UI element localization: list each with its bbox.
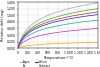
Carbon dioxide [61,43,62,44]
Carbon dioxide [97,42,99,43]
Air [17,48,19,49]
Air [56,16,57,17]
Hydrogen [96,28,97,29]
Nitrogen [55,19,57,20]
Air [55,26,57,27]
Line: Argon: Argon [18,3,98,48]
Y-axis label: Relative drift (mg): Relative drift (mg) [1,9,5,41]
Argon [61,10,62,11]
Nitrogen [56,19,57,20]
Carbon dioxide [96,42,97,43]
Helium [65,19,66,20]
Helium [97,14,99,15]
X-axis label: Temperature (°C): Temperature (°C) [43,56,73,60]
Air [83,21,84,22]
Air [97,20,99,21]
Argon [97,2,99,3]
Line: Air: Air [18,20,98,48]
Air [65,24,66,25]
Air [61,25,62,26]
Carbon dioxide [55,43,57,44]
Air [96,20,97,21]
Helium [83,16,84,17]
Argon [83,5,84,6]
Carbon dioxide [65,43,66,44]
Argon [56,12,57,13]
Nitrogen [17,48,19,49]
Argon [65,9,66,10]
Carbon dioxide [17,48,19,49]
Legend: Argon, Air, Nitrogen, Helium, Hydrogen, Carbon dioxide: Argon, Air, Nitrogen, Helium, Hydrogen, … [19,60,58,67]
Line: Air: Air [18,9,98,48]
Hydrogen [17,48,19,49]
Carbon dioxide [83,42,84,43]
Air [17,48,19,49]
Helium [56,21,57,22]
Hydrogen [56,32,57,33]
Line: Hydrogen: Hydrogen [18,28,98,48]
Air [61,15,62,16]
Line: Nitrogen: Nitrogen [18,12,98,48]
Argon [17,48,19,49]
Argon [55,12,57,13]
Nitrogen [65,17,66,18]
Hydrogen [65,31,66,32]
Hydrogen [83,29,84,30]
Air [97,8,99,9]
Hydrogen [55,32,57,33]
Line: Helium: Helium [18,15,98,48]
Air [65,14,66,15]
Helium [61,20,62,21]
Nitrogen [96,12,97,13]
Helium [96,14,97,15]
Line: Carbon dioxide: Carbon dioxide [18,42,98,48]
Helium [55,21,57,22]
Carbon dioxide [56,43,57,44]
Helium [17,48,19,49]
Hydrogen [61,31,62,32]
Hydrogen [97,28,99,29]
Nitrogen [61,18,62,19]
